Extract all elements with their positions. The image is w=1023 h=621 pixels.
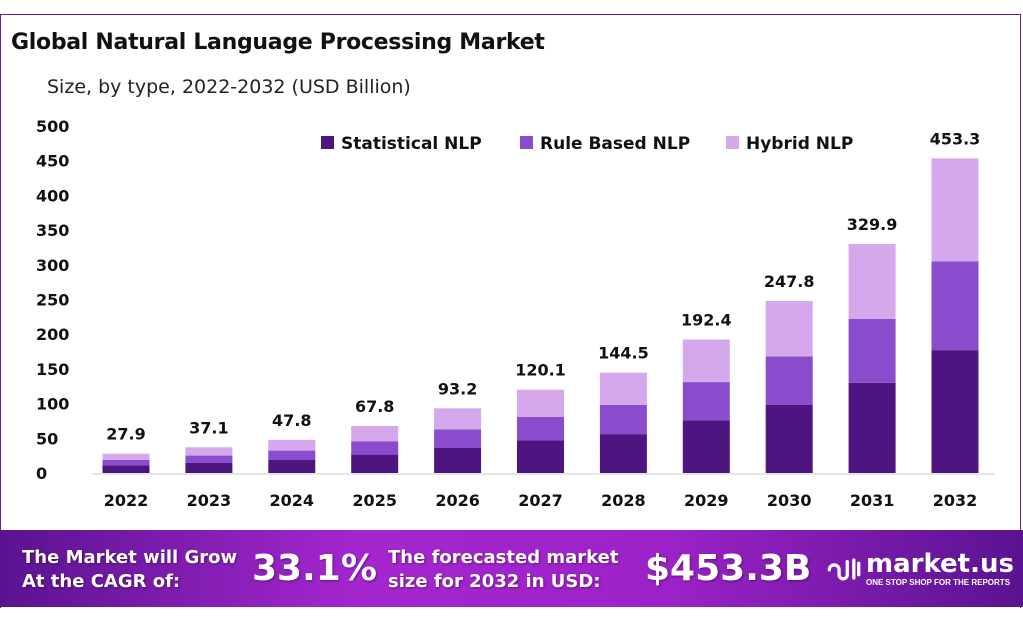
bar-segment-statistical-nlp bbox=[102, 465, 150, 473]
bar-segment-rule-based-nlp bbox=[434, 429, 482, 448]
bar-segment-hybrid-nlp bbox=[682, 339, 730, 383]
bar-segment-rule-based-nlp bbox=[351, 441, 399, 455]
bar-segment-statistical-nlp bbox=[765, 404, 813, 473]
chart-subtitle: Size, by type, 2022-2032 (USD Billion) bbox=[47, 76, 411, 98]
stacked-bar-chart: 0 50 100 150 200 250 300 350 400 450 500 27.9 2022 37… bbox=[36, 117, 995, 510]
bar-segment-hybrid-nlp bbox=[848, 244, 896, 319]
brand-name: market.us bbox=[866, 549, 1014, 579]
bar-segment-statistical-nlp bbox=[351, 454, 399, 473]
y-tick-label: 500 bbox=[36, 117, 69, 136]
legend-label: Rule Based NLP bbox=[540, 134, 690, 154]
bar-segment-hybrid-nlp bbox=[434, 408, 482, 430]
total-data-label: 120.1 bbox=[515, 361, 566, 380]
y-tick-label: 150 bbox=[36, 360, 69, 379]
total-data-label: 247.8 bbox=[764, 272, 815, 291]
bar-segment-rule-based-nlp bbox=[682, 382, 730, 421]
bar-segment-rule-based-nlp bbox=[765, 356, 813, 405]
forecast-value: $453.3B bbox=[645, 548, 812, 589]
bar-segment-rule-based-nlp bbox=[268, 450, 316, 461]
cagr-label-line1: The Market will Grow bbox=[22, 547, 238, 568]
bar-segment-statistical-nlp bbox=[268, 460, 316, 473]
bar-segment-rule-based-nlp bbox=[599, 404, 647, 435]
x-tick-label: 2029 bbox=[684, 491, 729, 510]
total-data-label: 37.1 bbox=[189, 418, 228, 437]
x-tick-label: 2030 bbox=[767, 491, 812, 510]
cagr-label-line2: At the CAGR of: bbox=[22, 571, 181, 592]
bar-segment-statistical-nlp bbox=[185, 462, 233, 473]
y-tick-label: 250 bbox=[36, 291, 69, 310]
y-tick-label: 300 bbox=[36, 256, 69, 275]
x-tick-label: 2027 bbox=[518, 491, 563, 510]
total-data-label: 93.2 bbox=[438, 379, 477, 398]
y-tick-label: 400 bbox=[36, 186, 69, 205]
bar-segment-hybrid-nlp bbox=[102, 453, 150, 460]
bar-segment-statistical-nlp bbox=[599, 434, 647, 473]
bar-segment-hybrid-nlp bbox=[765, 301, 813, 357]
forecast-label: The forecasted market size for 2032 in US… bbox=[388, 546, 618, 594]
bar-segment-statistical-nlp bbox=[517, 440, 564, 473]
total-data-label: 192.4 bbox=[681, 310, 732, 329]
forecast-label-line2: size for 2032 in USD: bbox=[388, 571, 601, 592]
bar-segment-rule-based-nlp bbox=[185, 455, 233, 463]
bar-segment-hybrid-nlp bbox=[268, 439, 316, 451]
y-tick-label: 450 bbox=[36, 152, 69, 171]
legend-label: Statistical NLP bbox=[341, 134, 482, 154]
legend-swatch bbox=[520, 136, 533, 149]
legend-swatch bbox=[726, 136, 739, 149]
x-tick-label: 2032 bbox=[933, 491, 978, 510]
total-data-label: 47.8 bbox=[272, 411, 311, 430]
bar-segment-statistical-nlp bbox=[931, 350, 979, 473]
total-data-label: 27.9 bbox=[106, 425, 145, 444]
cagr-label: The Market will Grow At the CAGR of: bbox=[22, 546, 237, 594]
chart-title: Global Natural Language Processing Marke… bbox=[11, 30, 545, 55]
total-data-label: 67.8 bbox=[355, 397, 394, 416]
chart-frame bbox=[0, 14, 1021, 608]
x-tick-label: 2028 bbox=[601, 491, 646, 510]
y-tick-label: 350 bbox=[36, 221, 69, 240]
x-tick-label: 2031 bbox=[850, 491, 895, 510]
total-data-label: 453.3 bbox=[930, 129, 981, 148]
y-tick-label: 0 bbox=[36, 464, 47, 483]
bar-segment-rule-based-nlp bbox=[931, 261, 979, 351]
bar-segment-statistical-nlp bbox=[682, 420, 730, 473]
bar-segment-rule-based-nlp bbox=[102, 459, 150, 466]
brand-logo: market.us ONE STOP SHOP FOR THE REPORTS bbox=[826, 550, 1014, 588]
total-data-label: 329.9 bbox=[847, 215, 898, 234]
bar-segment-statistical-nlp bbox=[848, 382, 896, 473]
footer-banner: The Market will Grow At the CAGR of: 33.1… bbox=[0, 530, 1023, 607]
bar-segment-hybrid-nlp bbox=[931, 158, 979, 262]
bar-segment-rule-based-nlp bbox=[848, 318, 896, 383]
legend-label: Hybrid NLP bbox=[746, 134, 853, 154]
x-tick-label: 2026 bbox=[435, 491, 480, 510]
bar-segment-hybrid-nlp bbox=[599, 372, 647, 405]
y-tick-label: 50 bbox=[36, 429, 58, 448]
cagr-value: 33.1% bbox=[252, 548, 377, 589]
bar-segment-statistical-nlp bbox=[434, 447, 482, 473]
legend-swatch bbox=[321, 136, 334, 149]
x-tick-label: 2022 bbox=[104, 491, 149, 510]
bar-segment-hybrid-nlp bbox=[185, 447, 233, 456]
x-tick-label: 2025 bbox=[352, 491, 397, 510]
brand-tagline: ONE STOP SHOP FOR THE REPORTS bbox=[866, 578, 1011, 587]
x-tick-label: 2023 bbox=[187, 491, 232, 510]
y-tick-label: 200 bbox=[36, 325, 69, 344]
bar-segment-rule-based-nlp bbox=[517, 416, 564, 441]
bar-segment-hybrid-nlp bbox=[517, 389, 564, 417]
y-tick-label: 100 bbox=[36, 395, 69, 414]
bar-segment-hybrid-nlp bbox=[351, 425, 399, 442]
brand-logo-icon bbox=[827, 558, 861, 581]
x-tick-label: 2024 bbox=[270, 491, 315, 510]
total-data-label: 144.5 bbox=[598, 344, 649, 363]
forecast-label-line1: The forecasted market bbox=[388, 547, 619, 568]
